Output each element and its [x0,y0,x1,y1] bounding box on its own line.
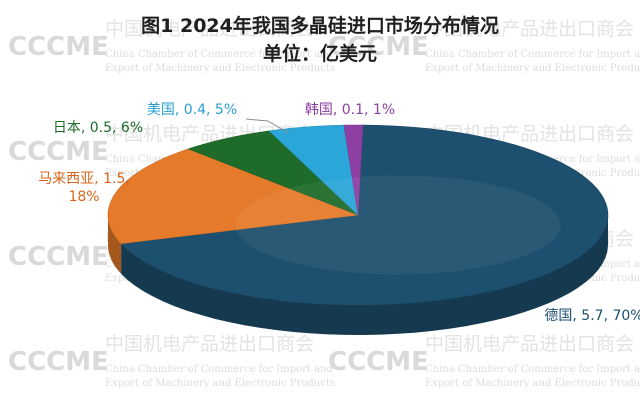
pie-side-德国 [121,215,608,335]
leader-line-usa [245,118,289,134]
watermark-en1: China Chamber of Commerce for Import and [105,364,334,375]
watermark-en2: Export of Machinery and Electronic Produ… [425,63,640,74]
chart-subtitle: 单位：亿美元 [263,42,377,65]
watermark-logo: CCCME [328,347,429,377]
pie-slice-马来西亚 [107,148,359,245]
label-japan: 日本, 0.5, 6% [53,120,143,136]
pie-slice-美国 [268,124,359,216]
pie-highlight [235,175,561,275]
label-germany: 德国, 5.7, 70% [544,308,640,324]
label-korea: 韩国, 0.1, 1% [305,102,395,118]
label-usa: 美国, 0.4, 5% [147,102,237,118]
watermark-en1: China Chamber of Commerce for Import and [105,49,334,60]
watermark-logo: CCCME [328,32,429,62]
data-labels: 德国, 5.7, 70% 马来西亚, 1.5, 18% 日本, 0.5, 6% … [38,102,640,324]
watermark-en2: Export of Machinery and Electronic Produ… [425,378,640,389]
watermark-en1: China Chamber of Commerce for Import and [425,364,640,375]
label-malaysia-line2: 18% [68,189,99,205]
label-malaysia-line1: 马来西亚, 1.5, [38,171,130,187]
watermark-cn: 中国机电产品进出口商会 [425,333,634,355]
watermark-logo: CCCME [8,242,109,272]
watermark-logo: CCCME [8,137,109,167]
watermark-en2: Export of Machinery and Electronic Produ… [105,63,335,74]
chart-title: 图1 2024年我国多晶硅进口市场分布情况 [141,14,499,37]
watermark-en2: Export of Machinery and Electronic Produ… [105,378,335,389]
pie-layer [107,124,609,335]
watermark-cn: 中国机电产品进出口商会 [105,18,314,40]
pie-slice-日本 [187,130,359,216]
pie-slice-韩国 [343,124,364,216]
pie-slice-德国 [120,124,609,306]
watermark-en1: China Chamber of Commerce for Import and [425,49,640,60]
watermark-cn: 中国机电产品进出口商会 [425,18,634,40]
watermark-cn: 中国机电产品进出口商会 [105,333,314,355]
watermark-logo: CCCME [8,347,109,377]
watermark-logo: CCCME [8,32,109,62]
